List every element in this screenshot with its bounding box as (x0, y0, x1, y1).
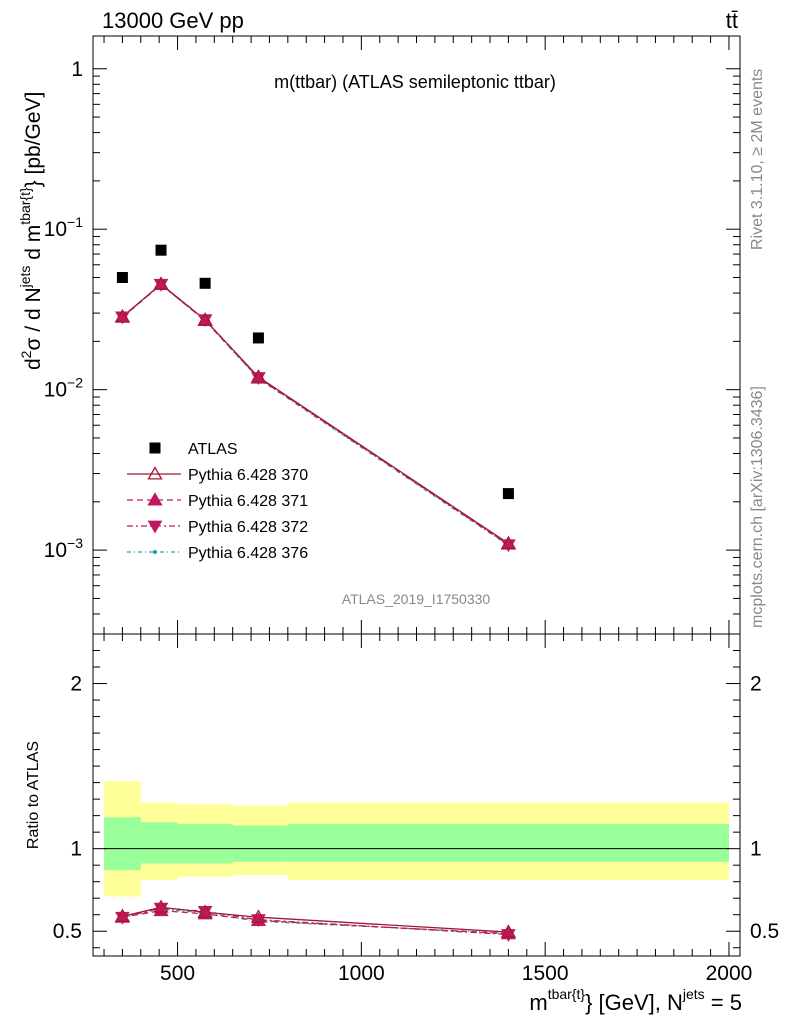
ratio-bands (104, 780, 729, 897)
main-y-tick-label: 1 (71, 58, 83, 81)
data-point (155, 244, 167, 256)
ratio-series-point (500, 924, 517, 938)
legend-marker (147, 466, 163, 480)
ylabel-sup2: 2 (18, 350, 34, 358)
xlabel-sup: tbar{t} (548, 986, 586, 1002)
main-series-point (114, 308, 131, 323)
legend-marker (153, 550, 157, 554)
main-y-tick-label: 10−3 (44, 535, 84, 562)
process-label: tt̄ (726, 8, 738, 33)
ratio-y-axis-label: Ratio to ATLAS (25, 741, 42, 849)
ratio-y-tick-label-right: 1 (750, 838, 762, 861)
main-series (114, 244, 517, 553)
ratio-y-axis: 2 2 1 1 0.5 0.5 (53, 650, 779, 949)
ratio-y-tick-label-left: 0.5 (53, 920, 82, 943)
ylabel-d: d (22, 358, 45, 370)
watermark-label: ATLAS_2019_I1750330 (342, 591, 491, 607)
main-y-tick-exp: −2 (67, 375, 83, 391)
main-series-point (197, 312, 213, 326)
main-series-point (250, 369, 267, 383)
ylabel-sigma: σ / d N (22, 287, 45, 350)
main-panel: 110−110−210−3 m(ttbar) (ATLAS semilepton… (17, 35, 741, 635)
main-y-tick-base: 10 (44, 218, 67, 241)
ratio-series-line (122, 906, 509, 933)
ratio-series-point (197, 904, 213, 918)
ratio-series-point (500, 925, 517, 940)
legend-label: Pythia 6.428 370 (188, 467, 308, 484)
ratio-series (114, 899, 517, 943)
main-series-point (500, 535, 517, 549)
xlabel-jets: jets (682, 986, 705, 1002)
stat-uncertainty-band (104, 817, 141, 871)
x-tick-label: 2000 (706, 962, 753, 985)
legend-label: Pythia 6.428 372 (188, 519, 308, 536)
data-point (502, 488, 514, 500)
stat-uncertainty-band (140, 822, 178, 864)
main-y-axis: 110−110−210−3 (44, 58, 740, 635)
data-point (199, 277, 211, 289)
ylabel-jets: jets (17, 266, 33, 289)
x-axis-label: mtbar{t}} [GeV], Njets = 5 (529, 986, 742, 1015)
main-y-tick-base: 10 (44, 379, 67, 402)
ratio-y-tick-label-left: 2 (70, 673, 82, 696)
stat-uncertainty-band (232, 825, 288, 862)
ylabel-dm: d m (22, 225, 45, 266)
legend: ATLAS Pythia 6.428 370 Pythia 6.428 371 Pyt… (127, 441, 308, 562)
ylabel-unit: } [pb/GeV] (22, 92, 45, 188)
main-y-tick-exp: −3 (67, 535, 83, 551)
legend-marker (149, 442, 161, 454)
ratio-series-point (250, 909, 267, 923)
main-y-tick-exp: −1 (67, 214, 83, 230)
main-x-axis (103, 36, 730, 634)
main-y-tick-base: 10 (44, 539, 67, 562)
ratio-panel: 2 2 1 1 0.5 0.5 500 1000 1500 2000 Ratio to ATLA… (25, 633, 779, 1015)
ratio-series-point (153, 899, 169, 913)
ratio-series-point (197, 906, 213, 920)
main-y-axis-label: d2σ / d Njets d mtbar{t}} [pb/GeV] (17, 92, 45, 370)
main-series-point (153, 276, 169, 290)
rivet-label: Rivet 3.1.10, ≥ 2M events (749, 69, 766, 250)
legend-label: ATLAS (188, 441, 238, 458)
mcplots-label: mcplots.cern.ch [arXiv:1306.3436] (749, 386, 766, 628)
ylabel-tbar: tbar{t} (17, 187, 33, 225)
ratio-x-axis: 500 1000 1500 2000 (103, 634, 753, 985)
ratio-y-tick-label-right: 0.5 (750, 920, 779, 943)
data-point (252, 332, 264, 344)
energy-label: 13000 GeV pp (102, 8, 244, 33)
data-point (116, 272, 128, 284)
legend-marker (147, 492, 163, 506)
xlabel-m: m (529, 990, 547, 1015)
main-y-tick-label: 10−2 (44, 375, 84, 402)
xlabel-tail: = 5 (705, 990, 742, 1015)
xlabel-rest: } [GeV], N (585, 990, 683, 1015)
legend-marker (147, 520, 163, 534)
plot-title: m(ttbar) (ATLAS semileptonic ttbar) (274, 72, 556, 92)
legend-label: Pythia 6.428 371 (188, 493, 308, 510)
x-tick-label: 500 (160, 962, 195, 985)
main-y-tick-base: 1 (71, 58, 83, 81)
ratio-frame (92, 633, 741, 957)
ratio-series-point (114, 908, 131, 922)
legend-label: Pythia 6.428 376 (188, 545, 308, 562)
main-series-line (121, 283, 509, 545)
x-tick-label: 1500 (522, 962, 569, 985)
stat-uncertainty-band (177, 823, 233, 864)
x-tick-label: 1000 (338, 962, 385, 985)
ratio-y-tick-label-left: 1 (70, 838, 82, 861)
stat-uncertainty-band (287, 823, 729, 862)
main-y-tick-label: 10−1 (44, 214, 84, 241)
ratio-y-tick-label-right: 2 (750, 673, 762, 696)
